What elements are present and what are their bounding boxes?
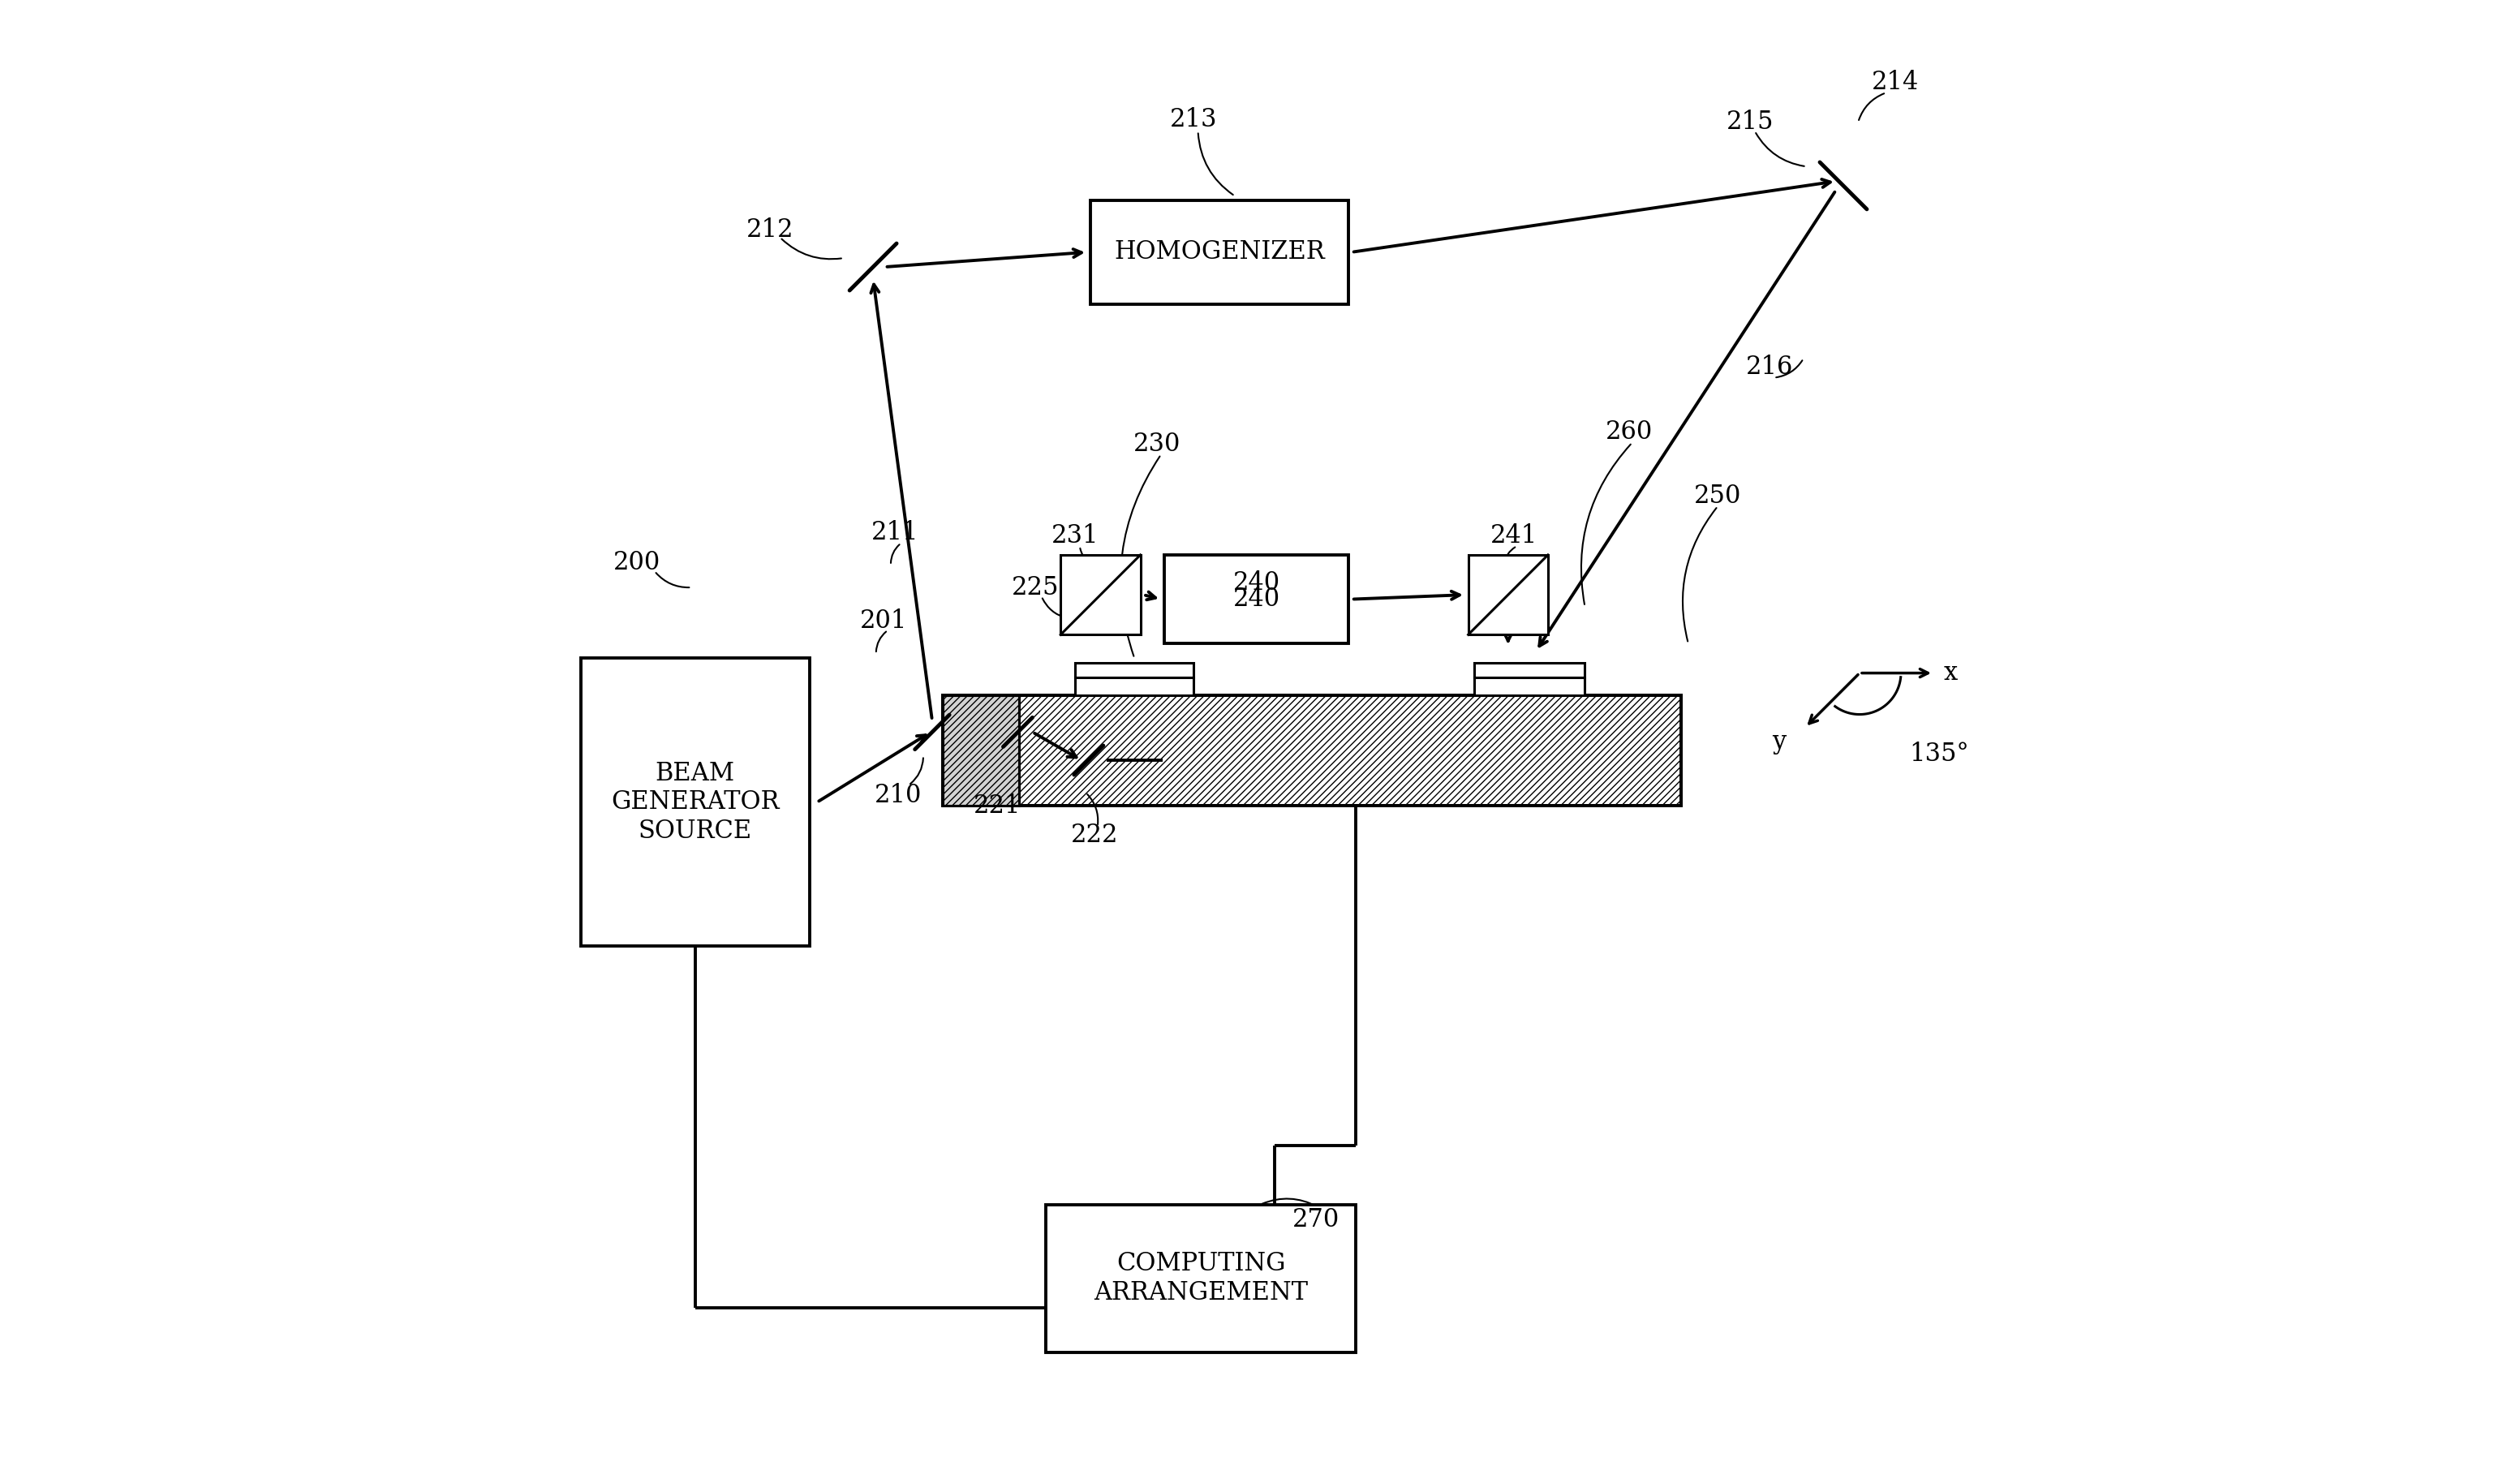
Bar bbox=[1046, 1205, 1356, 1352]
Text: 200: 200 bbox=[612, 550, 660, 575]
Bar bbox=[942, 695, 1681, 806]
Text: 215: 215 bbox=[1726, 109, 1774, 135]
Text: 250: 250 bbox=[1693, 484, 1741, 509]
Bar bbox=[942, 695, 1681, 806]
Text: 260: 260 bbox=[1605, 420, 1653, 445]
Text: 201: 201 bbox=[859, 609, 907, 634]
Text: BEAM
GENERATOR
SOURCE: BEAM GENERATOR SOURCE bbox=[610, 760, 779, 845]
Bar bbox=[1076, 663, 1194, 677]
Text: 211: 211 bbox=[872, 521, 920, 546]
Text: 241: 241 bbox=[1489, 524, 1537, 549]
Text: 225: 225 bbox=[1013, 575, 1058, 600]
Bar bbox=[1076, 677, 1194, 695]
Text: 214: 214 bbox=[1872, 70, 1918, 95]
Bar bbox=[1061, 555, 1142, 634]
Text: 135°: 135° bbox=[1910, 741, 1968, 766]
Text: HOMOGENIZER: HOMOGENIZER bbox=[1114, 240, 1326, 265]
Text: 222: 222 bbox=[1071, 822, 1119, 847]
Text: 230: 230 bbox=[1134, 432, 1179, 457]
Bar bbox=[1474, 677, 1585, 695]
Text: 210: 210 bbox=[874, 782, 922, 808]
Bar bbox=[1469, 555, 1547, 634]
Bar bbox=[942, 695, 1018, 806]
Bar bbox=[1091, 201, 1348, 303]
Bar bbox=[580, 658, 809, 947]
Bar bbox=[942, 695, 1018, 806]
Text: 240: 240 bbox=[1232, 571, 1280, 596]
Text: 270: 270 bbox=[1293, 1207, 1341, 1232]
Bar bbox=[1164, 555, 1348, 643]
Text: COMPUTING
ARRANGEMENT: COMPUTING ARRANGEMENT bbox=[1094, 1251, 1308, 1306]
Text: 221: 221 bbox=[973, 793, 1021, 818]
Text: x: x bbox=[1943, 661, 1958, 686]
Bar bbox=[1474, 663, 1585, 677]
Text: 231: 231 bbox=[1051, 524, 1099, 549]
Text: 240: 240 bbox=[1232, 587, 1280, 612]
Text: y: y bbox=[1772, 729, 1787, 754]
Text: 212: 212 bbox=[746, 217, 794, 243]
Text: 216: 216 bbox=[1746, 355, 1794, 380]
Text: 213: 213 bbox=[1169, 106, 1217, 132]
